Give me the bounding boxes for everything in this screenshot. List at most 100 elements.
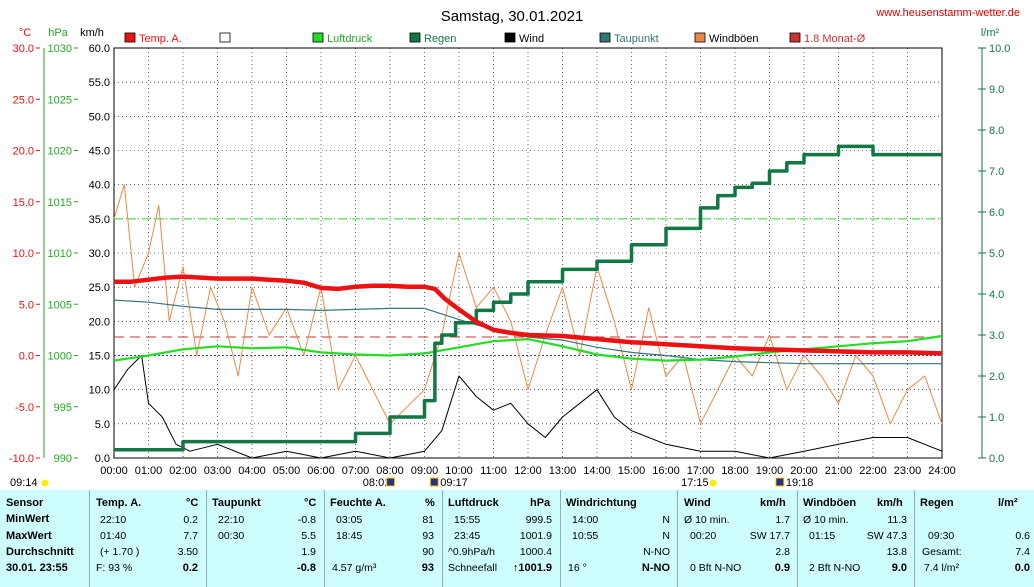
wind-max-time: 00:20: [690, 530, 717, 542]
series-line-windb-en: [113, 184, 943, 425]
x-tick-label: 23:00: [894, 465, 922, 477]
gust-min-time: Ø 10 min.: [803, 514, 849, 526]
wind-avg-value: 2.8: [775, 546, 790, 558]
moon-icon: [775, 477, 785, 487]
hum-min-time: 03:05: [336, 514, 363, 526]
dew-max-value: 5.5: [301, 530, 316, 542]
legend-swatch: [599, 32, 611, 43]
x-tick-label: 15:00: [618, 465, 646, 477]
x-tick-label: 16:00: [652, 465, 680, 477]
press-current-value: ↑1001.9: [512, 562, 552, 574]
temp-tick-label: -5.0: [15, 402, 34, 414]
hum-max-time: 18:45: [336, 530, 363, 542]
legend-label: Luftdruck: [327, 33, 373, 45]
hum-current-note: 4.57 g/m³: [332, 562, 377, 574]
press-unit: hPa: [530, 497, 551, 509]
wind-tick-label: 20.0: [89, 316, 110, 328]
wind-tick-label: 15.0: [89, 351, 110, 363]
wind-unit: km/h: [760, 497, 786, 509]
temp-avg-note: (+ 1.70 ): [100, 546, 140, 558]
wind-bft-note: 0 Bft N-NO: [690, 562, 742, 574]
rain-unit: l/m²: [998, 497, 1018, 509]
gust-header: Windböen: [803, 497, 857, 509]
rain-total-label: Gesamt:: [922, 546, 962, 558]
wind-tick-label: 45.0: [89, 146, 110, 158]
rain-header: Regen: [920, 497, 954, 509]
weather-chart: Samstag, 30.01.2021 www.heusenstamm-wett…: [9, 7, 1020, 489]
dir-degree-note: 16 °: [568, 562, 587, 574]
temp-avg-value: 3.50: [177, 546, 198, 558]
column-divider: [442, 490, 443, 587]
pressure-tick-label: 1030: [48, 43, 72, 55]
x-tick-label: 04:00: [238, 465, 266, 477]
press-min-time: 15:55: [454, 514, 481, 526]
x-tick-label: 05:00: [273, 465, 301, 477]
legend-label: 1.8 Monat-Ø: [804, 33, 866, 45]
rain-tick-label: 3.0: [989, 330, 1004, 342]
rain-tick-label: 7.0: [989, 166, 1004, 178]
wind-tick-label: 0.0: [95, 453, 110, 465]
column-divider: [677, 490, 678, 587]
temp-max-time: 01:40: [100, 530, 127, 542]
temp-tick-label: 25.0: [13, 94, 34, 106]
pressure-tick-label: 1025: [48, 94, 72, 106]
dew-min-value: -0.8: [297, 514, 316, 526]
dir-header: Windrichtung: [566, 497, 637, 509]
dir-avg-value: N-NO: [643, 546, 670, 558]
temp-unit-label: °C: [19, 27, 31, 39]
x-tick-label: 20:00: [790, 465, 818, 477]
x-tick-label: 13:00: [549, 465, 577, 477]
rain-max-value: 0.6: [1015, 530, 1030, 542]
column-divider: [324, 490, 325, 587]
temp-min-time: 22:10: [100, 514, 127, 526]
gust-avg-value: 13.8: [886, 546, 907, 558]
series-line-temp-a: [114, 274, 943, 356]
press-header: Luftdruck: [448, 497, 499, 509]
axis-ticks: 60.0 55.0 50.0 45.0 40.0 35.0 30.0 25.0 20.0 15.0…: [9, 43, 1011, 477]
dir-max-value: N: [662, 530, 670, 542]
row-label-avg: Durchschnitt: [6, 546, 74, 558]
wind-tick-label: 10.0: [89, 385, 110, 397]
dew-unit: °C: [304, 497, 317, 509]
dir-max-time: 10:55: [572, 530, 599, 542]
x-tick-label: 12:00: [514, 465, 542, 477]
x-tick-label: 08:00: [376, 465, 404, 477]
pressure-unit-label: hPa: [48, 27, 68, 39]
chart-grid: [113, 47, 943, 459]
pressure-tick-label: 1015: [48, 197, 72, 209]
wind-max-value: SW 17.7: [749, 530, 790, 542]
gust-current-value: 9.0: [891, 562, 907, 574]
moon-icon: [429, 477, 439, 487]
column-divider: [206, 490, 207, 587]
legend-label: Temp. A.: [139, 33, 182, 45]
x-tick-label: 22:00: [859, 465, 887, 477]
legend-swatch: [219, 32, 231, 43]
x-tick-label: 17:00: [687, 465, 715, 477]
dew-max-time: 00:30: [218, 530, 245, 542]
dew-avg-value: 1.9: [301, 546, 316, 558]
x-tick-label: 10:00: [445, 465, 473, 477]
wind-tick-label: 40.0: [89, 180, 110, 192]
press-forecast-note: Schneefall: [448, 562, 498, 574]
column-divider: [797, 490, 798, 587]
row-label-current: 30.01. 23:55: [6, 562, 68, 574]
rain-tick-label: 1.0: [989, 412, 1004, 424]
column-divider: [914, 490, 915, 587]
legend-label: Wind: [519, 33, 544, 45]
wind-min-time: Ø 10 min.: [684, 514, 730, 526]
x-tick-label: 19:00: [756, 465, 784, 477]
temp-current-note: F: 93 %: [96, 562, 133, 574]
site-link[interactable]: www.heusenstamm-wetter.de: [875, 7, 1020, 19]
rain-tick-label: 4.0: [989, 289, 1004, 301]
dew-min-time: 22:10: [218, 514, 245, 526]
rain-current-value: 0.0: [1014, 562, 1030, 574]
rain-current-note: 7.4 l/m²: [924, 562, 960, 574]
wind-tick-label: 25.0: [89, 282, 110, 294]
dir-current-value: N-NO: [641, 562, 670, 574]
rain-tick-label: 2.0: [989, 371, 1004, 383]
sun-icon: [41, 479, 49, 487]
row-label-min: MinWert: [6, 513, 50, 525]
sun-time-label: 09:14: [10, 477, 38, 489]
wind-header: Wind: [684, 497, 711, 509]
column-divider: [89, 490, 90, 587]
